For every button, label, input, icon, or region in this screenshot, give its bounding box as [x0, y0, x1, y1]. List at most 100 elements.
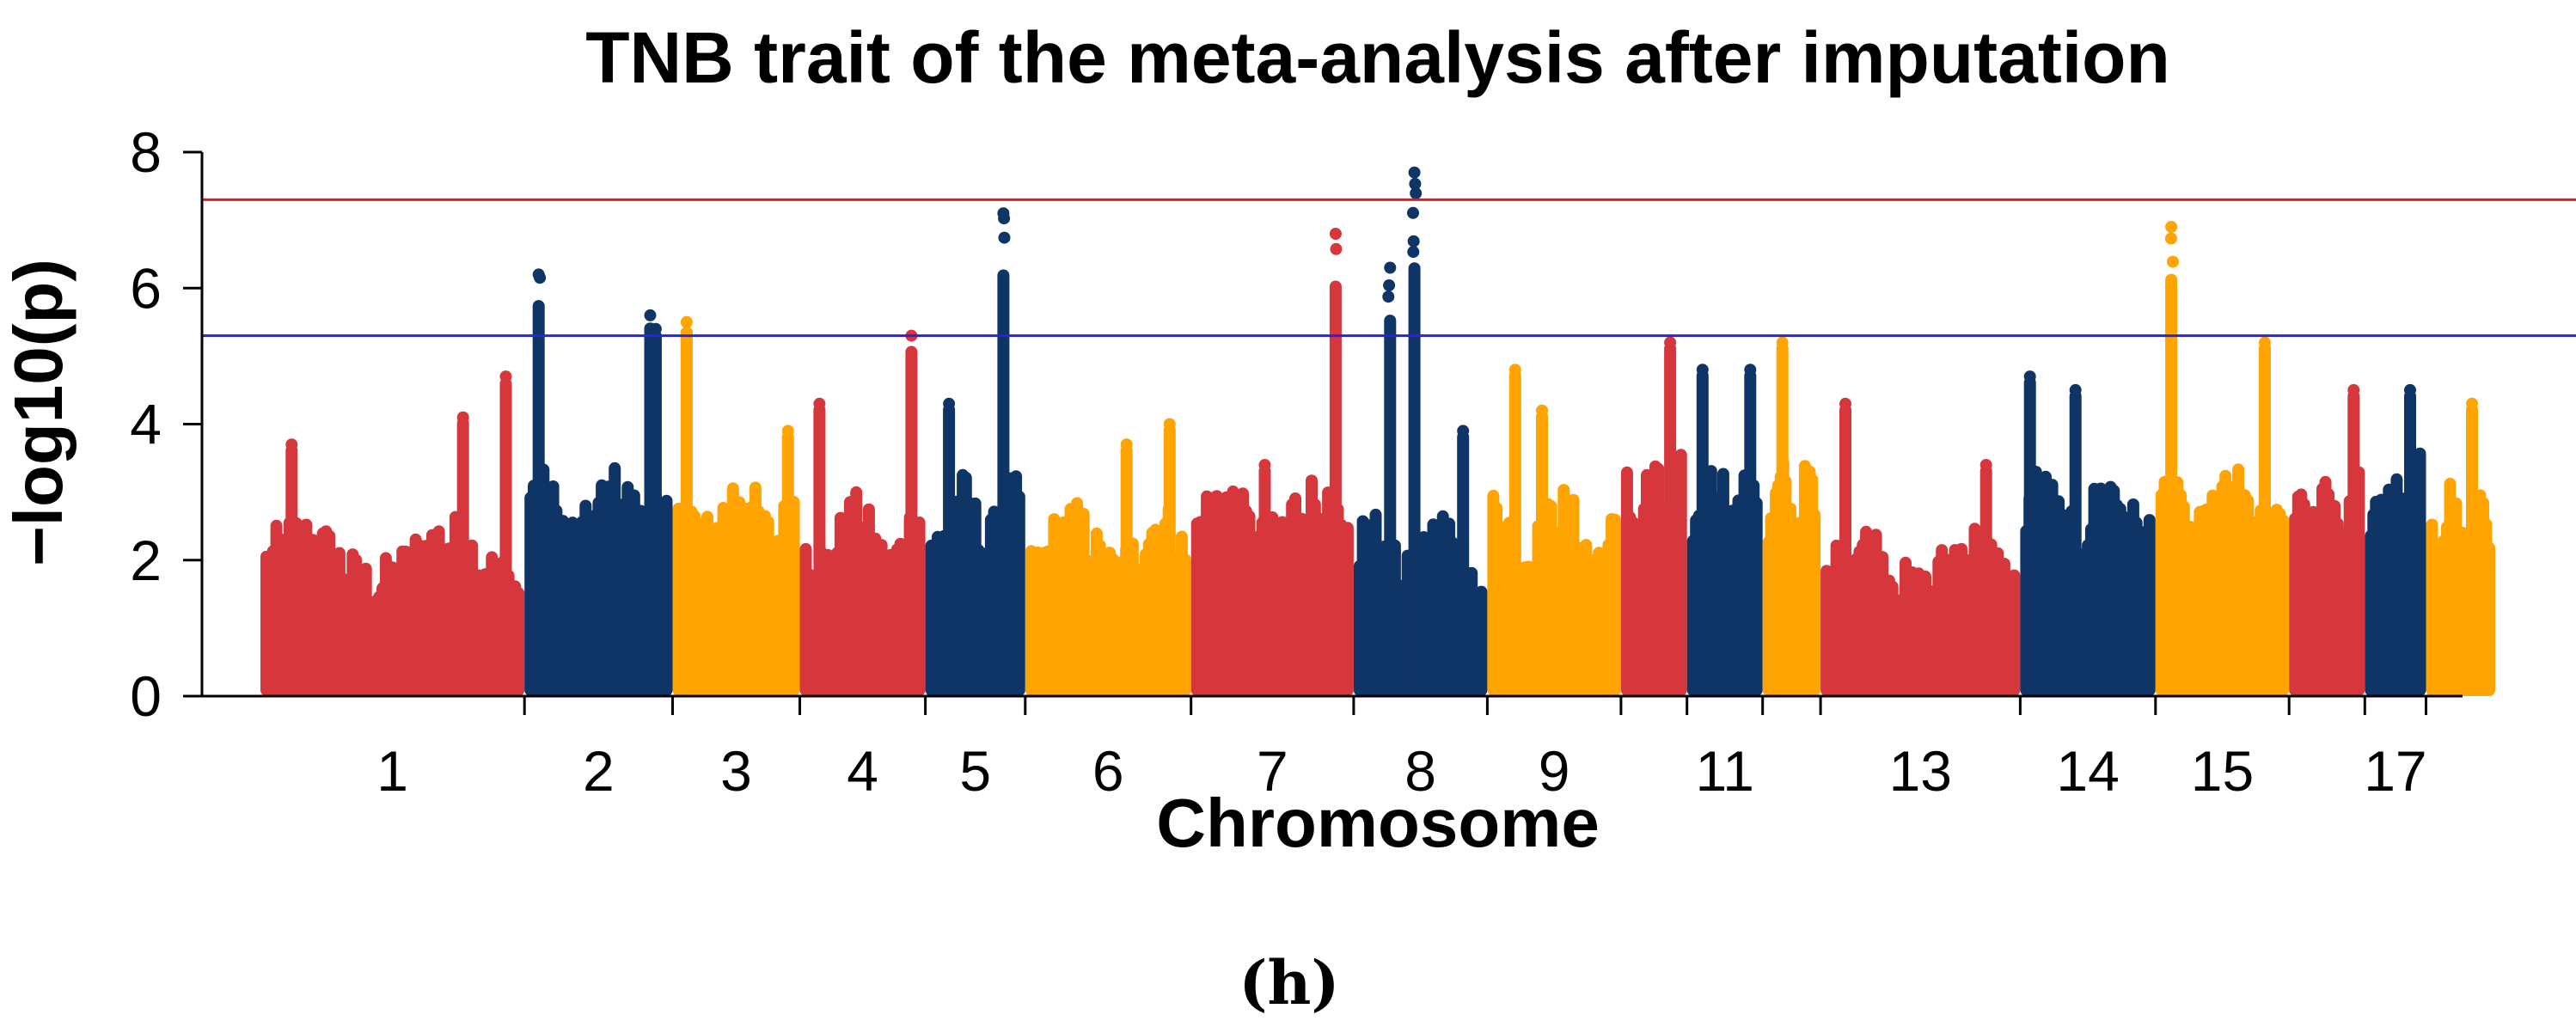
panel-label: (h)	[1239, 947, 1339, 1018]
chromosome-9-points	[1487, 364, 1621, 696]
peak-column	[1664, 342, 1677, 696]
peak-point	[781, 425, 794, 437]
peak-column	[1508, 370, 1521, 696]
snp-point	[2167, 255, 2179, 268]
x-tick-label-chr-8: 8	[1404, 739, 1436, 803]
snp-point	[1330, 242, 1343, 255]
snp-point	[1410, 186, 1423, 199]
peak-point	[680, 315, 693, 328]
peak-point	[2404, 383, 2416, 396]
y-axis-label: −log10(p)	[0, 259, 76, 566]
chromosome-segment-12-points	[1762, 336, 1821, 696]
snp-point	[998, 231, 1011, 244]
chromosome-6-points	[1025, 418, 1191, 696]
peak-point	[1664, 336, 1677, 349]
peak-column	[1696, 370, 1709, 696]
peak-column	[905, 345, 918, 696]
chromosome-14-points	[2020, 370, 2156, 696]
peak-column	[2165, 273, 2178, 696]
peak-column	[1776, 342, 1789, 696]
peak-column	[649, 329, 662, 696]
x-axis-label: Chromosome	[1156, 785, 1600, 861]
point-band	[2277, 514, 2290, 696]
peak-point	[1329, 228, 1342, 240]
peak-column	[813, 403, 826, 696]
snp-point	[1383, 279, 1396, 291]
chromosome-segment-10-points	[1620, 336, 1687, 696]
chromosome-11-points	[1686, 364, 1763, 696]
peak-point	[1163, 418, 1176, 431]
peak-column	[1384, 315, 1397, 696]
peak-point	[1696, 364, 1709, 376]
peak-point	[813, 397, 826, 410]
y-axis-ticks: 0 2 4 6 8	[130, 120, 202, 728]
x-tick-label-chr-4: 4	[847, 739, 878, 803]
data-points	[260, 166, 2495, 696]
peak-column	[2347, 389, 2360, 696]
point-band	[2483, 541, 2495, 696]
x-tick-label-chr-3: 3	[720, 739, 752, 803]
peak-column	[1329, 280, 1342, 696]
peak-column	[456, 417, 469, 696]
peak-point	[2259, 336, 2271, 349]
y-tick-label-6: 6	[130, 256, 162, 320]
point-band	[2008, 569, 2021, 696]
snp-point	[1382, 290, 1395, 303]
chromosome-13-points	[1820, 397, 2021, 696]
peak-column	[2404, 389, 2416, 696]
peak-point	[2466, 397, 2478, 410]
peak-point	[2023, 370, 2036, 383]
snp-point	[1409, 178, 1422, 190]
peak-column	[1839, 403, 1851, 696]
point-band	[1013, 490, 1025, 696]
peak-point	[1384, 261, 1397, 274]
point-band	[1178, 553, 1191, 696]
peak-column	[1258, 465, 1271, 696]
peak-column	[1536, 410, 1548, 696]
peak-point	[649, 322, 662, 335]
point-band	[1341, 522, 1354, 696]
peak-point	[1839, 397, 1851, 410]
peak-point	[1979, 459, 1992, 471]
peak-column	[943, 403, 956, 696]
peak-column	[2023, 376, 2036, 696]
x-tick-label-chr-9: 9	[1539, 739, 1570, 803]
peak-point	[499, 370, 512, 383]
y-tick-label-0: 0	[130, 664, 162, 728]
x-tick-label-chr-15: 15	[2191, 739, 2254, 803]
peak-point	[644, 309, 657, 321]
peak-column	[680, 326, 693, 696]
point-band	[2414, 447, 2426, 696]
chromosome-segment-18-points	[2426, 397, 2495, 696]
x-tick-label-chr-1: 1	[376, 739, 408, 803]
x-axis-ticks: 1 2 3 4 5 6 7 8 9 11 13 14 15 17	[376, 696, 2427, 803]
chart-title: TNB trait of the meta-analysis after imp…	[585, 17, 2170, 98]
x-tick-label-chr-13: 13	[1889, 739, 1952, 803]
peak-point	[1457, 425, 1470, 437]
peak-column	[1979, 465, 1992, 696]
chromosome-17-points	[2365, 383, 2426, 696]
peak-column	[532, 300, 545, 696]
peak-point	[1508, 364, 1521, 376]
peak-column	[1163, 424, 1176, 696]
point-band	[1674, 449, 1687, 696]
threshold-lines	[202, 198, 2576, 338]
chromosome-8-points	[1353, 166, 1488, 696]
chromosome-3-points	[672, 315, 800, 696]
peak-point	[1536, 404, 1548, 417]
point-band	[1808, 508, 1821, 696]
peak-column	[1408, 262, 1421, 696]
x-tick-label-chr-14: 14	[2056, 739, 2119, 803]
y-tick-label-8: 8	[130, 120, 162, 184]
point-band	[1608, 513, 1621, 696]
chromosome-2-points	[524, 268, 673, 696]
peak-column	[1744, 370, 1757, 696]
x-tick-label-chr-2: 2	[583, 739, 615, 803]
x-tick-label-chr-17: 17	[2364, 739, 2426, 803]
chromosome-1-points	[260, 370, 525, 696]
point-band	[2143, 514, 2156, 696]
point-band	[512, 587, 525, 696]
peak-point	[1744, 364, 1757, 376]
x-tick-label-chr-11: 11	[1695, 739, 1754, 803]
